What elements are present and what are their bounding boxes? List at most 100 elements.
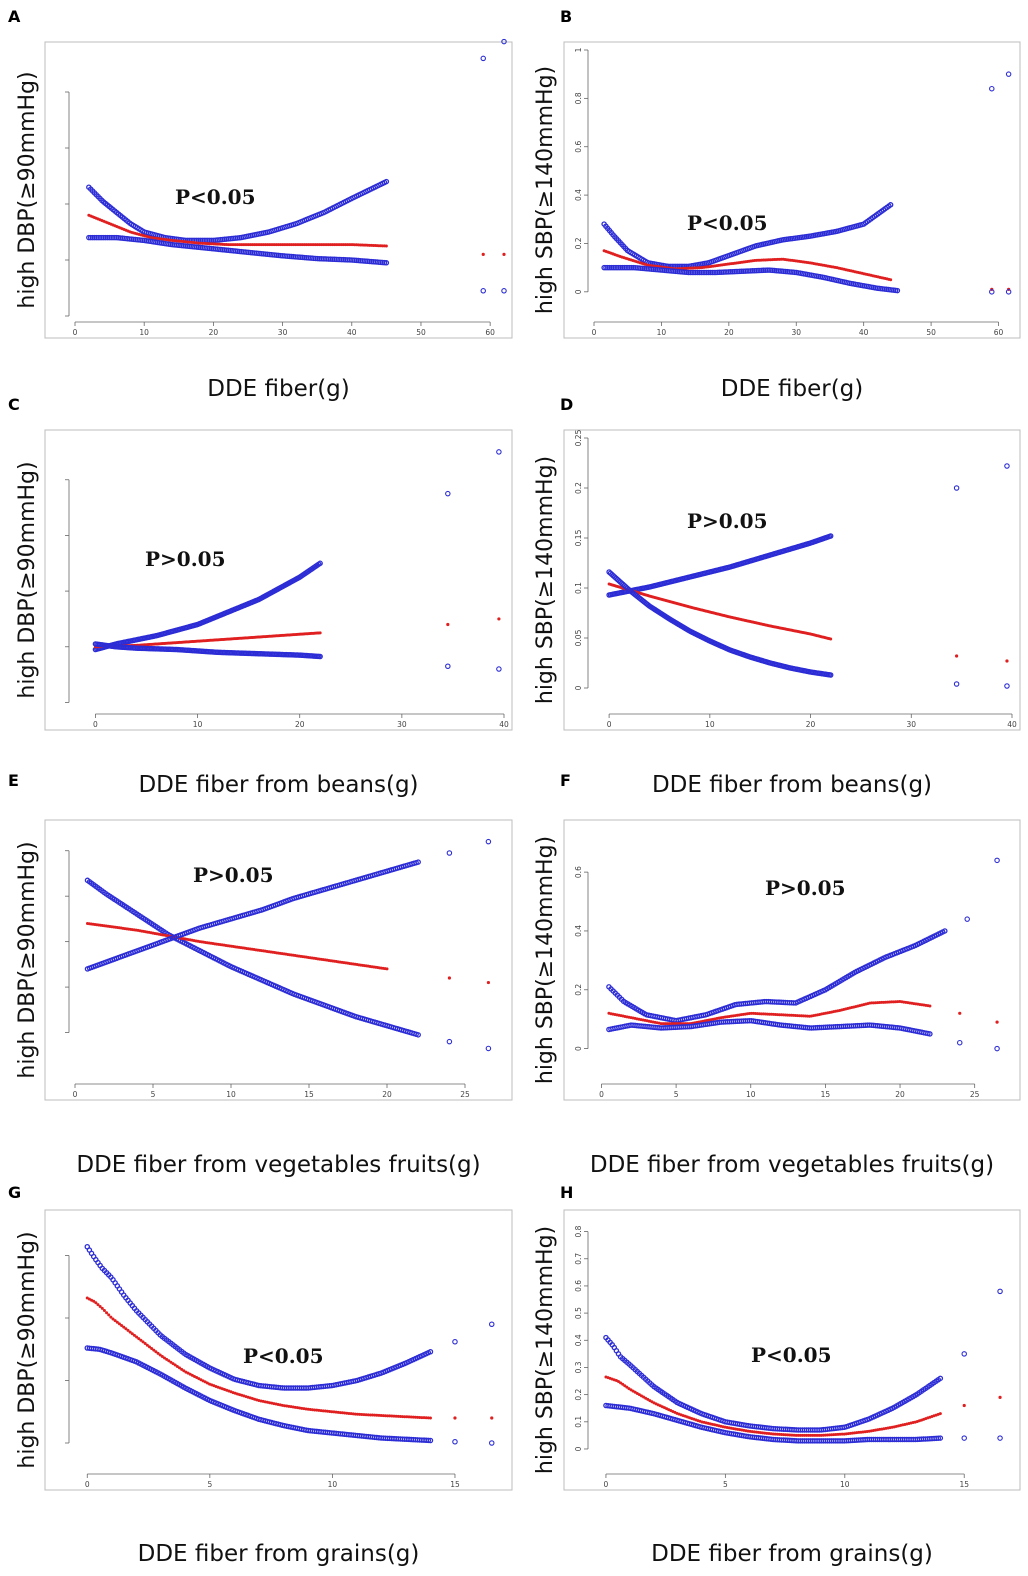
series-group-e xyxy=(84,838,492,1052)
data-point xyxy=(964,916,970,922)
p-value-annotation-b: P<0.05 xyxy=(687,211,768,235)
y-axis-title-c: high DBP(≥90mmHg) xyxy=(15,461,40,698)
data-point xyxy=(124,1327,128,1331)
data-point xyxy=(1005,659,1009,663)
data-point xyxy=(935,1435,942,1441)
x-tick-label: 15 xyxy=(450,1480,460,1489)
data-point xyxy=(150,1346,154,1350)
data-point xyxy=(485,1045,492,1052)
data-point xyxy=(180,1367,184,1371)
x-tick-label: 0 xyxy=(604,1480,609,1489)
x-tick-label: 0 xyxy=(607,720,612,729)
data-point xyxy=(94,1301,98,1305)
y-tick-label: 0.6 xyxy=(574,141,583,153)
series-group-b xyxy=(601,71,1012,295)
data-point xyxy=(501,38,507,45)
data-point xyxy=(961,1435,967,1441)
data-point xyxy=(928,1004,932,1008)
series-ci_upper-c xyxy=(92,449,502,653)
x-tick-label: 10 xyxy=(193,720,203,729)
data-point xyxy=(109,1315,113,1319)
x-axis-title-e: DDE fiber from vegetables fruits(g) xyxy=(76,1152,480,1178)
data-point xyxy=(962,1403,966,1408)
data-point xyxy=(100,1306,104,1310)
data-point xyxy=(318,631,322,635)
x-tick-label: 25 xyxy=(460,1090,470,1099)
series-estimate-a xyxy=(87,213,506,256)
panel-f: 0 0.2 0.4 0.6 0 5 10 15 20 25 F P>0.05 high SBP(≥140… xyxy=(533,771,1021,1178)
y-tick-label: 0.6 xyxy=(574,866,583,878)
data-point xyxy=(953,485,960,491)
y-tick-label: 0.2 xyxy=(574,984,583,996)
data-point xyxy=(445,663,451,669)
series-estimate-d xyxy=(607,582,1009,663)
p-value-annotation-d: P>0.05 xyxy=(687,509,768,533)
x-axis-title-g: DDE fiber from grains(g) xyxy=(138,1541,420,1567)
y-tick-label: 0.2 xyxy=(574,237,583,249)
data-point xyxy=(126,1328,130,1332)
y-tick-label: 0.1 xyxy=(574,1416,583,1428)
x-tick-label: 20 xyxy=(806,720,816,729)
data-point xyxy=(411,1415,415,1419)
panel-letter-g: G xyxy=(8,1183,21,1202)
data-point xyxy=(961,1351,967,1357)
y-axis-title-a: high DBP(≥90mmHg) xyxy=(15,71,40,308)
series-group-a xyxy=(86,38,507,294)
data-point xyxy=(955,654,959,658)
data-point xyxy=(317,653,323,660)
panel-letter-f: F xyxy=(560,771,571,790)
x-tick-label: 20 xyxy=(295,720,305,729)
data-point xyxy=(383,260,390,266)
data-point xyxy=(165,1357,169,1361)
series-ci_lower-c xyxy=(92,641,502,672)
p-value-annotation-a: P<0.05 xyxy=(175,185,256,209)
y-tick-label: 0 xyxy=(574,289,583,294)
series-group-g xyxy=(84,1244,495,1446)
series-ci_lower-b xyxy=(601,264,1012,295)
plot-frame-d xyxy=(563,429,1021,731)
data-point xyxy=(997,1288,1003,1295)
x-tick-label: 20 xyxy=(724,328,734,337)
data-point xyxy=(375,1413,379,1417)
series-group-h xyxy=(603,1288,1003,1444)
x-tick-label: 10 xyxy=(328,1480,338,1489)
series-ci_upper-d xyxy=(606,463,1010,598)
data-point xyxy=(817,1433,821,1437)
series-ci_upper-h xyxy=(603,1288,1003,1433)
data-point xyxy=(452,1339,458,1345)
series-ci_lower-h xyxy=(603,1402,1003,1444)
x-axis-title-b: DDE fiber(g) xyxy=(721,376,864,402)
data-point xyxy=(415,859,421,865)
x-tick-label: 30 xyxy=(907,720,917,729)
data-point xyxy=(805,1433,809,1437)
x-tick-label: 10 xyxy=(705,720,715,729)
y-tick-label: 0.5 xyxy=(574,1307,583,1319)
plot-frame-c xyxy=(44,429,513,731)
data-point xyxy=(481,252,485,256)
x-tick-label: 30 xyxy=(278,328,288,337)
data-point xyxy=(827,672,834,678)
data-point xyxy=(388,1414,392,1418)
x-tick-label: 40 xyxy=(1007,720,1017,729)
data-point xyxy=(807,1433,811,1437)
data-point xyxy=(445,490,451,497)
data-point xyxy=(96,1303,100,1307)
data-point xyxy=(802,1433,806,1437)
data-point xyxy=(416,1415,420,1419)
x-tick-label: 10 xyxy=(139,328,149,337)
panel-h: 0 0.1 0.2 0.3 0.4 0.5 0.6 0.7 0.8 0 5 10 15 H P<0.05 hi… xyxy=(533,1183,1021,1567)
p-value-annotation-e: P>0.05 xyxy=(193,863,274,887)
x-axis-title-h: DDE fiber from grains(g) xyxy=(651,1541,933,1567)
y-axis-title-g: high DBP(≥90mmHg) xyxy=(15,1231,40,1468)
data-point xyxy=(175,1364,179,1368)
data-point xyxy=(132,1333,136,1337)
data-point xyxy=(418,1415,422,1419)
data-point xyxy=(385,967,389,971)
data-point xyxy=(813,1433,817,1437)
data-point xyxy=(317,560,323,567)
data-point xyxy=(938,1412,942,1416)
x-axis-title-d: DDE fiber from beans(g) xyxy=(652,772,932,798)
y-tick-label: 0.3 xyxy=(574,1361,583,1373)
